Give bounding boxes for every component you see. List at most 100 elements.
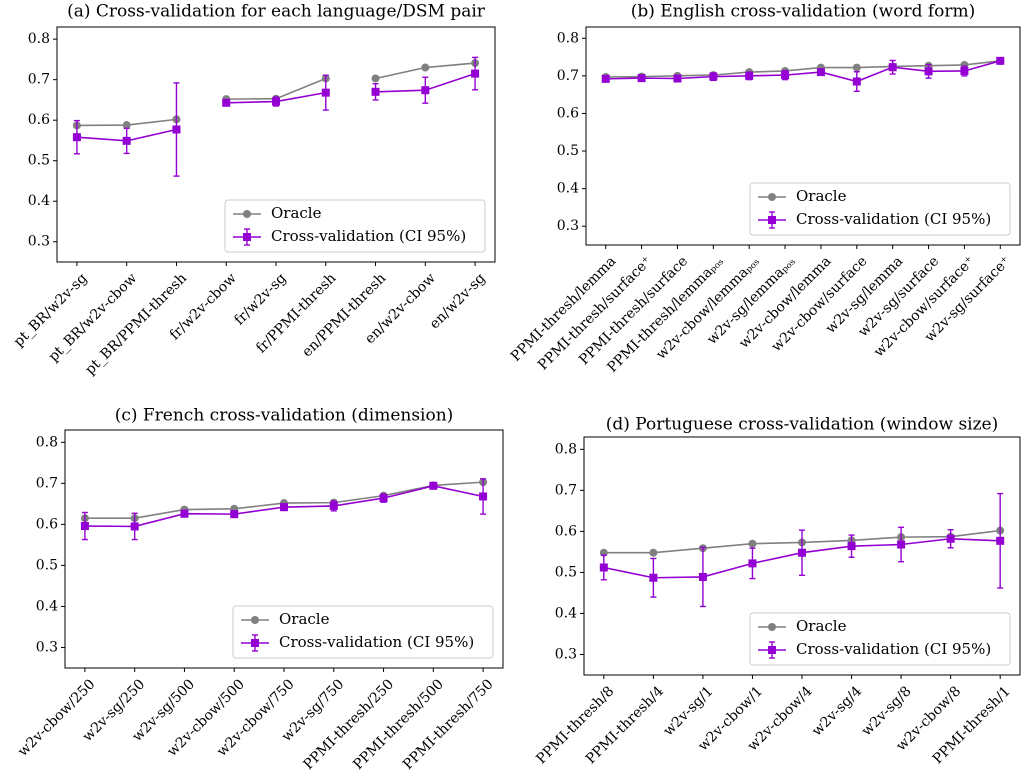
marker bbox=[960, 66, 969, 75]
marker bbox=[673, 74, 682, 83]
series-line bbox=[605, 60, 1001, 83]
series bbox=[72, 56, 480, 177]
marker bbox=[852, 63, 861, 72]
y-tick-label: 0.6 bbox=[28, 112, 50, 128]
series bbox=[601, 56, 1005, 81]
marker bbox=[649, 573, 658, 582]
y-tick-label: 0.8 bbox=[557, 30, 579, 46]
marker bbox=[130, 522, 139, 531]
marker bbox=[698, 572, 707, 581]
series-line bbox=[605, 60, 1001, 78]
marker bbox=[745, 71, 754, 80]
legend-label: Oracle bbox=[271, 204, 322, 222]
marker bbox=[768, 623, 776, 631]
legend: Oracle Cross-validation (CI 95%) bbox=[749, 182, 1011, 236]
y-tick-label: 0.6 bbox=[557, 105, 579, 121]
y-tick-label: 0.6 bbox=[555, 523, 577, 539]
panel-title: (c) French cross-validation (dimension) bbox=[115, 406, 454, 426]
marker bbox=[709, 72, 718, 81]
marker bbox=[768, 646, 776, 654]
marker bbox=[601, 74, 610, 83]
marker bbox=[251, 639, 259, 647]
y-tick-label: 0.4 bbox=[555, 605, 577, 621]
marker bbox=[946, 534, 955, 543]
marker bbox=[371, 74, 380, 83]
series bbox=[80, 478, 488, 523]
marker bbox=[960, 60, 969, 69]
marker bbox=[379, 494, 388, 503]
y-tick-label: 0.7 bbox=[557, 68, 579, 84]
series bbox=[601, 56, 1005, 92]
marker bbox=[479, 492, 488, 501]
legend-label: Cross-validation (CI 95%) bbox=[279, 633, 474, 651]
marker bbox=[816, 68, 825, 77]
x-tick-label: w2v-cbow/250 bbox=[15, 676, 99, 760]
y-tick-label: 0.5 bbox=[557, 143, 579, 159]
legend-box bbox=[224, 199, 486, 253]
legend: Oracle Cross-validation (CI 95%) bbox=[224, 199, 486, 253]
marker bbox=[72, 133, 81, 142]
y-tick-label: 0.4 bbox=[36, 598, 58, 614]
marker bbox=[280, 503, 288, 512]
marker bbox=[122, 121, 131, 130]
marker bbox=[924, 67, 933, 76]
marker bbox=[897, 540, 906, 549]
legend-label: Cross-validation (CI 95%) bbox=[796, 640, 991, 658]
y-tick-label: 0.8 bbox=[36, 434, 58, 450]
y-tick-label: 0.8 bbox=[555, 441, 577, 457]
marker bbox=[798, 548, 806, 557]
marker bbox=[637, 74, 646, 83]
y-tick-label: 0.5 bbox=[28, 153, 50, 169]
series bbox=[72, 59, 480, 130]
marker bbox=[996, 56, 1005, 65]
y-tick-label: 0.7 bbox=[36, 475, 58, 491]
marker bbox=[768, 193, 776, 201]
marker bbox=[852, 77, 861, 86]
marker bbox=[888, 63, 897, 72]
x-tick-label: PPMI-thresh/750 bbox=[400, 676, 497, 773]
marker bbox=[243, 233, 251, 241]
marker bbox=[172, 125, 181, 134]
x-tick-label: PPMI-thresh/250 bbox=[300, 676, 397, 773]
panel-title: (a) Cross-validation for each language/D… bbox=[67, 2, 486, 22]
marker bbox=[996, 536, 1005, 545]
y-tick-label: 0.3 bbox=[36, 639, 58, 655]
legend-label: Oracle bbox=[796, 187, 847, 205]
legend-label: Cross-validation (CI 95%) bbox=[796, 210, 991, 228]
y-tick-label: 0.8 bbox=[28, 31, 50, 47]
legend: Oracle Cross-validation (CI 95%) bbox=[232, 605, 494, 659]
marker bbox=[80, 522, 89, 531]
marker bbox=[748, 539, 757, 548]
panel-title: (b) English cross-validation (word form) bbox=[631, 2, 976, 22]
panel-title: (d) Portuguese cross-validation (window … bbox=[606, 415, 999, 435]
x-tick-label: en/PPMI-thresh bbox=[299, 270, 389, 360]
marker bbox=[748, 559, 757, 568]
y-tick-label: 0.3 bbox=[557, 218, 579, 234]
legend-box bbox=[232, 605, 494, 659]
legend-label: Cross-validation (CI 95%) bbox=[271, 227, 466, 245]
y-tick-label: 0.5 bbox=[555, 564, 577, 580]
marker bbox=[222, 98, 231, 107]
marker bbox=[471, 69, 480, 78]
marker bbox=[122, 136, 131, 145]
y-tick-label: 0.3 bbox=[28, 234, 50, 250]
marker bbox=[847, 542, 856, 551]
y-tick-label: 0.4 bbox=[557, 181, 579, 197]
marker bbox=[243, 210, 251, 218]
marker bbox=[421, 63, 430, 72]
marker bbox=[371, 87, 380, 96]
y-tick-label: 0.4 bbox=[28, 193, 50, 209]
y-tick-label: 0.3 bbox=[555, 646, 577, 662]
marker bbox=[599, 563, 608, 572]
x-tick-label: pt_BR/w2v-cbow bbox=[46, 270, 141, 365]
legend: Oracle Cross-validation (CI 95%) bbox=[749, 612, 1011, 666]
axes-frame bbox=[585, 26, 1021, 246]
legend-label: Oracle bbox=[279, 610, 330, 628]
marker bbox=[329, 501, 338, 510]
y-tick-label: 0.6 bbox=[36, 516, 58, 532]
legend-box bbox=[749, 182, 1011, 236]
y-tick-label: 0.7 bbox=[555, 482, 577, 498]
marker bbox=[781, 71, 790, 80]
marker bbox=[272, 97, 280, 106]
